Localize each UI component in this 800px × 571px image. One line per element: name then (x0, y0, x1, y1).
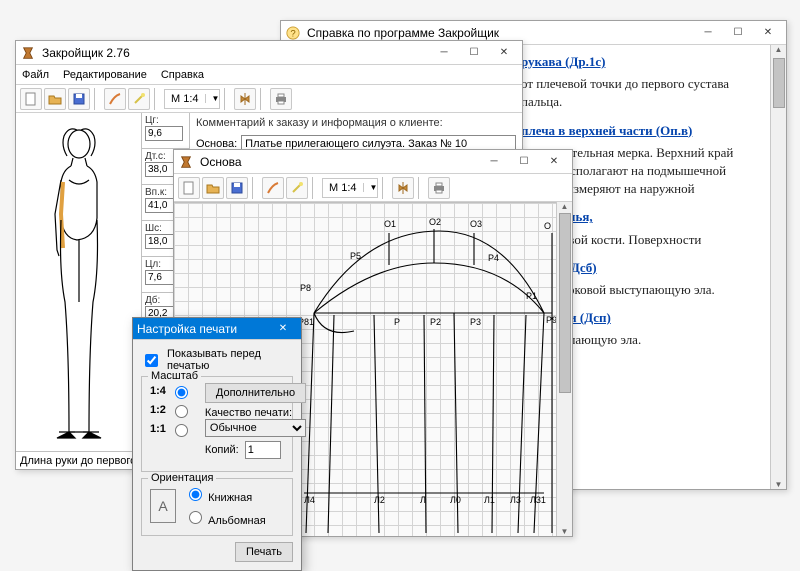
open-icon[interactable] (44, 88, 66, 110)
pt-label: Л1 (484, 495, 495, 505)
print-icon[interactable] (270, 88, 292, 110)
pt-label: Л0 (450, 495, 461, 505)
osnova-title: Основа (200, 155, 480, 169)
scale-selector[interactable]: М 1:4▼ (164, 89, 220, 109)
help-close-button[interactable]: ✕ (754, 24, 782, 42)
scale-label: М 1:4 (165, 93, 205, 105)
show-before-checkbox[interactable]: Показывать перед печатью (141, 348, 293, 372)
main-title: Закройщик 2.76 (42, 46, 430, 60)
quality-select[interactable]: Обычное (205, 419, 306, 437)
menu-help[interactable]: Справка (161, 69, 204, 81)
scale-option[interactable]: 1:2 (150, 402, 191, 418)
chevron-down-icon: ▼ (205, 94, 219, 103)
pattern-icon (178, 154, 194, 170)
pt-label: О2 (429, 217, 441, 227)
help-link[interactable]: плеча в верхней части (Оп.в) (521, 123, 692, 138)
scale-group: Масштаб 1:4 1:2 1:1 Дополнительно Качест… (141, 376, 293, 472)
measure-input[interactable] (145, 126, 183, 141)
pt-label: Л4 (304, 495, 315, 505)
help-scrollbar[interactable]: ▲ ▼ (770, 45, 786, 489)
quality-label: Качество печати: (205, 407, 306, 419)
print-icon[interactable] (428, 177, 450, 199)
print-titlebar[interactable]: Настройка печати ✕ (133, 318, 301, 340)
pt-label: Л2 (374, 495, 385, 505)
help-icon: ? (285, 25, 301, 41)
pt-label: Р8 (300, 283, 311, 293)
main-close-button[interactable]: ✕ (490, 44, 518, 62)
main-min-button[interactable]: ─ (430, 44, 458, 62)
menu-file[interactable]: Файл (22, 69, 49, 81)
figure-canvas (16, 113, 141, 451)
scale-option[interactable]: 1:1 (150, 421, 191, 437)
pt-label: О (544, 221, 551, 231)
show-before-input[interactable] (145, 354, 158, 367)
pt-label: Р4 (488, 253, 499, 263)
pt-label: Р3 (470, 317, 481, 327)
new-icon[interactable] (178, 177, 200, 199)
pt-label: О1 (384, 219, 396, 229)
page-preview-icon: A (150, 489, 176, 523)
mirror-icon[interactable] (392, 177, 414, 199)
pt-label: Р2 (430, 317, 441, 327)
print-button[interactable]: Печать (235, 542, 293, 562)
orient-group: Ориентация A Книжная Альбомная (141, 478, 293, 536)
chevron-down-icon: ▼ (363, 183, 377, 192)
mirror-icon[interactable] (234, 88, 256, 110)
print-dialog: Настройка печати ✕ Показывать перед печа… (132, 317, 302, 571)
osnova-min-button[interactable]: ─ (480, 153, 508, 171)
pt-label: Л (420, 495, 426, 505)
help-min-button[interactable]: ─ (694, 24, 722, 42)
pt-label: Р (394, 317, 400, 327)
copies-input[interactable] (245, 441, 281, 459)
orient-option[interactable]: Альбомная (184, 508, 266, 527)
svg-text:?: ? (290, 28, 295, 39)
main-max-button[interactable]: ☐ (460, 44, 488, 62)
main-menubar: Файл Редактирование Справка (16, 65, 522, 85)
help-title: Справка по программе Закройщик (307, 26, 694, 40)
wand-icon[interactable] (286, 177, 308, 199)
save-icon[interactable] (226, 177, 248, 199)
scale-option[interactable]: 1:4 (150, 383, 191, 399)
main-titlebar[interactable]: Закройщик 2.76 ─ ☐ ✕ (16, 41, 522, 65)
more-button[interactable]: Дополнительно (205, 383, 306, 403)
help-max-button[interactable]: ☐ (724, 24, 752, 42)
help-text: от плечевой точки до первого сустава пал… (521, 75, 760, 111)
copies-label: Копий: (205, 444, 239, 456)
print-title: Настройка печати (137, 322, 269, 336)
pt-label: Л3 (510, 495, 521, 505)
save-icon[interactable] (68, 88, 90, 110)
print-close-button[interactable]: ✕ (269, 320, 297, 338)
osnova-max-button[interactable]: ☐ (510, 153, 538, 171)
main-toolbar: М 1:4▼ (16, 85, 522, 113)
pt-label: О3 (470, 219, 482, 229)
brush-icon[interactable] (104, 88, 126, 110)
orient-option[interactable]: Книжная (184, 485, 266, 504)
menu-edit[interactable]: Редактирование (63, 69, 147, 81)
new-icon[interactable] (20, 88, 42, 110)
order-comment-label: Комментарий к заказу и информация о клие… (196, 117, 516, 129)
brush-icon[interactable] (262, 177, 284, 199)
scale-label: М 1:4 (323, 182, 363, 194)
osnova-scrollbar[interactable]: ▲ ▼ (556, 202, 572, 536)
osnova-toolbar: М 1:4▼ (174, 174, 572, 202)
app-icon (20, 45, 36, 61)
measure-row: Цг: (142, 113, 189, 149)
osnova-label: Основа: (196, 138, 237, 150)
osnova-close-button[interactable]: ✕ (540, 153, 568, 171)
scale-selector[interactable]: М 1:4▼ (322, 178, 378, 198)
wand-icon[interactable] (128, 88, 150, 110)
pt-label: Р9 (546, 315, 556, 325)
figure-pane (16, 113, 142, 451)
help-link[interactable]: рукава (Др.1с) (521, 54, 605, 69)
open-icon[interactable] (202, 177, 224, 199)
pt-label: Р1 (526, 291, 537, 301)
osnova-titlebar[interactable]: Основа ─ ☐ ✕ (174, 150, 572, 174)
pt-label: Л31 (530, 495, 546, 505)
status-text: Длина руки до первого су (20, 455, 150, 467)
pt-label: Р5 (350, 251, 361, 261)
